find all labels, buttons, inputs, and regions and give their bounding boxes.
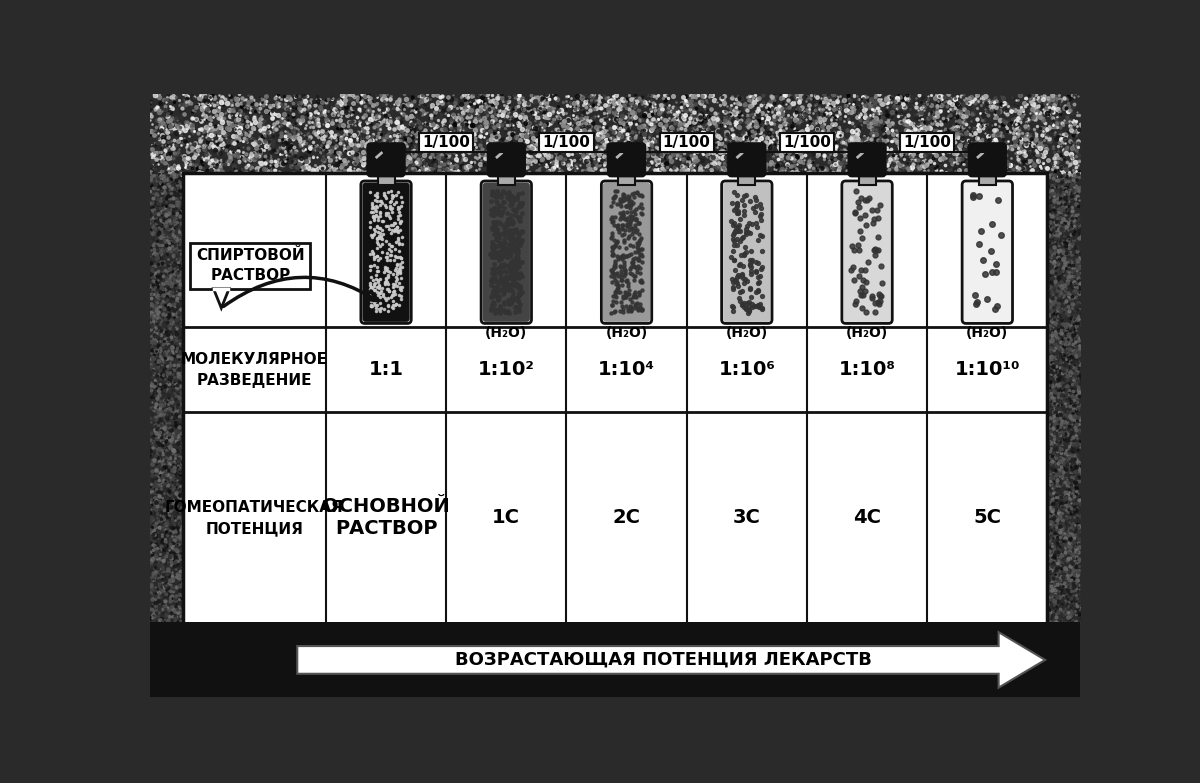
Text: 5С: 5С — [973, 508, 1001, 527]
Text: 1/100: 1/100 — [422, 135, 470, 150]
Bar — [378, 173, 395, 185]
Text: (H₂O): (H₂O) — [966, 326, 1008, 340]
Bar — [419, 133, 473, 152]
FancyBboxPatch shape — [848, 143, 886, 176]
FancyBboxPatch shape — [844, 182, 890, 322]
Text: МОЛЕКУЛЯРНОЕ
РАЗВЕДЕНИЕ: МОЛЕКУЛЯРНОЕ РАЗВЕДЕНИЕ — [181, 352, 328, 388]
Bar — [780, 133, 834, 152]
FancyBboxPatch shape — [968, 143, 1006, 176]
Text: ОСНОВНОЙ
РАСТВОР: ОСНОВНОЙ РАСТВОР — [322, 497, 450, 539]
Text: 1:1: 1:1 — [368, 360, 403, 379]
Bar — [618, 173, 635, 185]
FancyBboxPatch shape — [367, 143, 404, 176]
Text: 1:10⁴: 1:10⁴ — [598, 360, 655, 379]
Bar — [979, 173, 996, 185]
Text: 1/100: 1/100 — [542, 135, 590, 150]
Text: (H₂O): (H₂O) — [485, 326, 528, 340]
Text: 4С: 4С — [853, 508, 881, 527]
Polygon shape — [214, 289, 229, 308]
FancyBboxPatch shape — [608, 143, 646, 176]
Polygon shape — [298, 632, 1045, 687]
FancyBboxPatch shape — [361, 181, 412, 323]
FancyBboxPatch shape — [601, 181, 652, 323]
Text: ГОМЕОПАТИЧЕСКАЯ
ПОТЕНЦИЯ: ГОМЕОПАТИЧЕСКАЯ ПОТЕНЦИЯ — [164, 500, 343, 536]
Text: ВОЗРАСТАЮЩАЯ ПОТЕНЦИЯ ЛЕКАРСТВ: ВОЗРАСТАЮЩАЯ ПОТЕНЦИЯ ЛЕКАРСТВ — [455, 651, 872, 669]
Bar — [498, 173, 515, 185]
Text: 1:10¹⁰: 1:10¹⁰ — [954, 360, 1020, 379]
Text: СПИРТОВОЙ
РАСТВОР: СПИРТОВОЙ РАСТВОР — [196, 248, 305, 283]
Bar — [191, 243, 311, 289]
Text: (H₂O): (H₂O) — [726, 326, 768, 340]
Bar — [660, 133, 714, 152]
FancyBboxPatch shape — [724, 182, 770, 322]
FancyBboxPatch shape — [728, 143, 766, 176]
FancyArrowPatch shape — [223, 277, 377, 306]
Text: 2С: 2С — [612, 508, 641, 527]
Bar — [738, 173, 755, 185]
FancyBboxPatch shape — [481, 181, 532, 323]
Bar — [182, 173, 1048, 624]
Bar — [900, 133, 954, 152]
FancyBboxPatch shape — [602, 182, 650, 322]
Text: (H₂O): (H₂O) — [606, 326, 648, 340]
Text: (H₂O): (H₂O) — [846, 326, 888, 340]
Bar — [858, 173, 876, 185]
FancyBboxPatch shape — [721, 181, 772, 323]
Text: 1С: 1С — [492, 508, 521, 527]
FancyBboxPatch shape — [362, 182, 409, 322]
Text: 1/100: 1/100 — [904, 135, 952, 150]
FancyBboxPatch shape — [842, 181, 893, 323]
FancyBboxPatch shape — [487, 143, 524, 176]
Bar — [150, 622, 1080, 697]
FancyBboxPatch shape — [964, 182, 1010, 322]
Text: 1/100: 1/100 — [662, 135, 710, 150]
FancyBboxPatch shape — [962, 181, 1013, 323]
Text: 1:10²: 1:10² — [478, 360, 535, 379]
Text: 1/100: 1/100 — [784, 135, 830, 150]
Text: 3С: 3С — [733, 508, 761, 527]
Bar — [539, 133, 594, 152]
FancyBboxPatch shape — [482, 182, 530, 322]
Text: 1:10⁸: 1:10⁸ — [839, 360, 895, 379]
Text: 1:10⁶: 1:10⁶ — [719, 360, 775, 379]
